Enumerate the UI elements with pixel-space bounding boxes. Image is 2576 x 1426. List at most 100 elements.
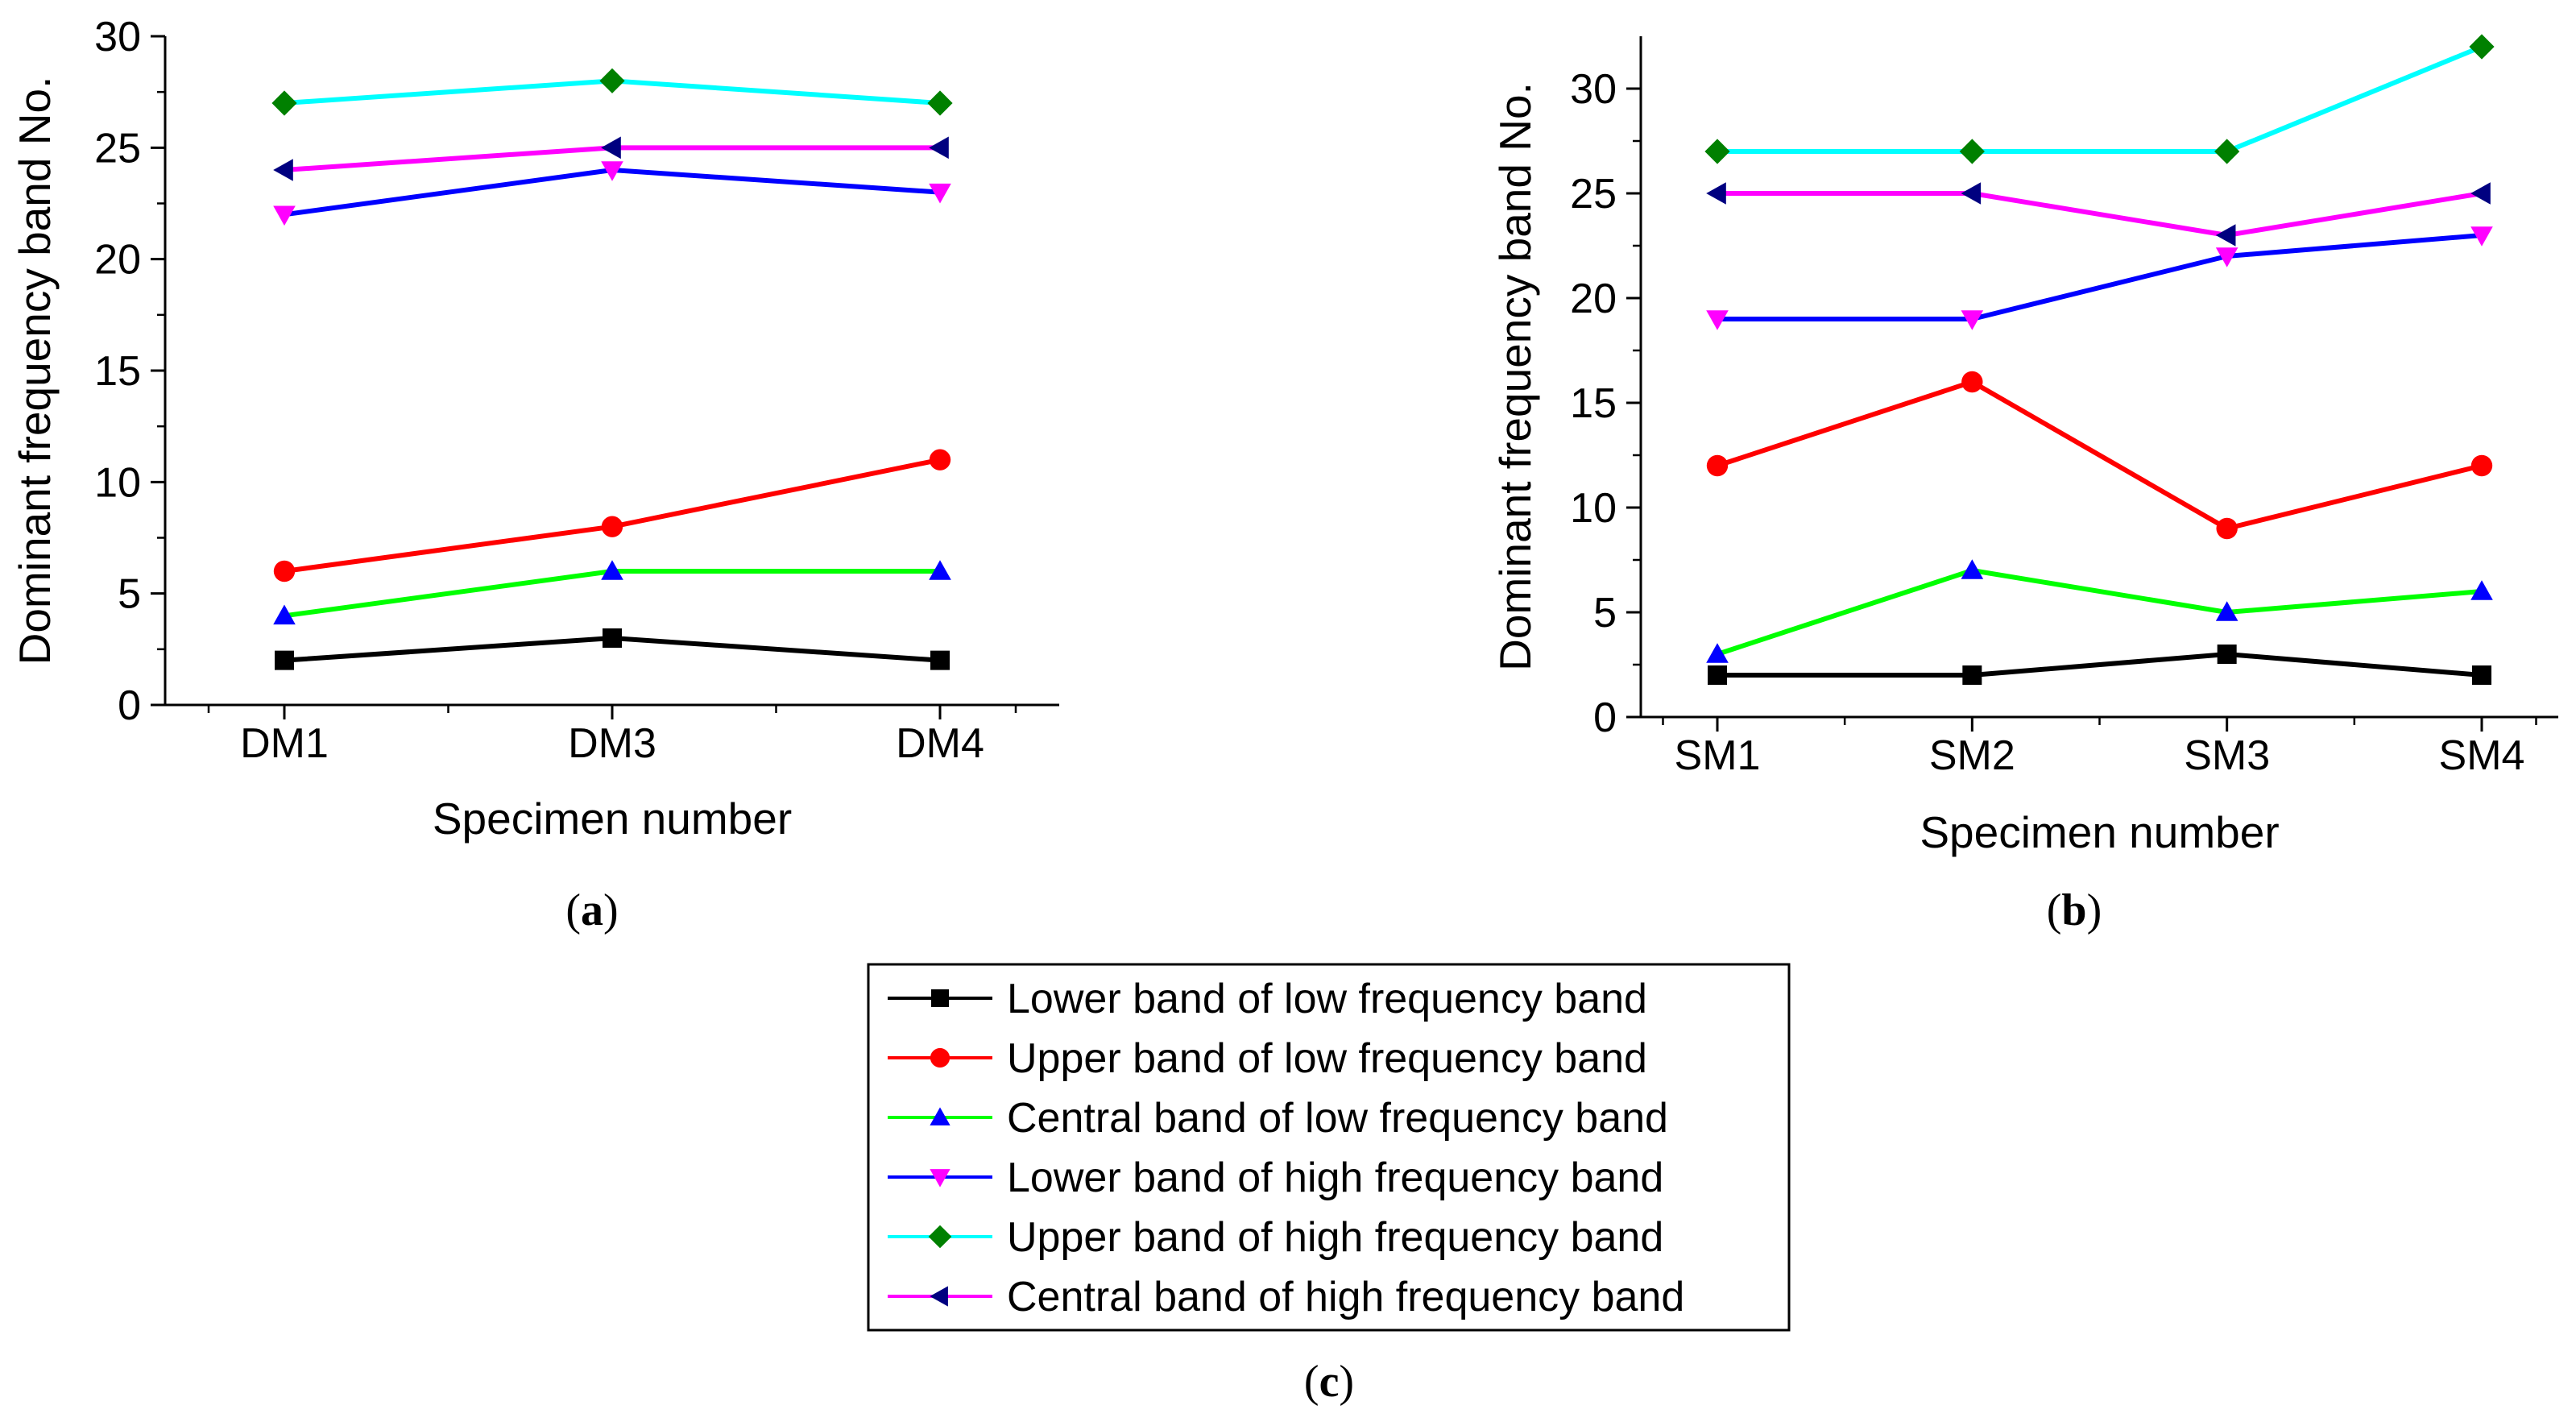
data-point bbox=[929, 183, 951, 204]
data-point bbox=[1704, 139, 1730, 164]
series-3 bbox=[273, 560, 951, 625]
data-point bbox=[2470, 580, 2493, 600]
series-6 bbox=[1706, 182, 2491, 247]
x-tick-label: DM3 bbox=[568, 720, 656, 767]
series-line bbox=[1717, 44, 2483, 154]
data-point bbox=[2472, 665, 2491, 685]
x-axis-title: Specimen number bbox=[1920, 807, 2279, 857]
y-tick-label: 5 bbox=[118, 571, 141, 618]
legend-label: Central band of low frequency band bbox=[1007, 1095, 1668, 1142]
y-tick-label: 15 bbox=[1570, 380, 1617, 427]
data-point bbox=[599, 68, 625, 93]
data-point bbox=[1961, 371, 1983, 393]
y-tick-label: 30 bbox=[1570, 66, 1617, 113]
series-2 bbox=[273, 449, 951, 582]
x-axis-title: Specimen number bbox=[433, 794, 792, 844]
data-point bbox=[271, 90, 297, 116]
x-tick-label: SM3 bbox=[2184, 732, 2270, 779]
legend-label: Central band of high frequency band bbox=[1007, 1274, 1684, 1320]
legend-item: Lower band of high frequency band bbox=[888, 1154, 1663, 1201]
data-point bbox=[273, 604, 296, 625]
panel-caption: (b) bbox=[2047, 885, 2102, 935]
data-point bbox=[1706, 454, 1729, 477]
data-point bbox=[1962, 665, 1982, 685]
legend-marker bbox=[928, 1225, 952, 1249]
series-line bbox=[1717, 568, 2483, 657]
legend-label: Upper band of low frequency band bbox=[1007, 1035, 1647, 1082]
series-line bbox=[1717, 233, 2483, 321]
data-point bbox=[929, 136, 949, 160]
y-axis-title: Dominant frequency band No. bbox=[1490, 82, 1540, 671]
data-point bbox=[1706, 643, 1729, 663]
y-tick-label: 20 bbox=[1570, 276, 1617, 322]
legend-marker bbox=[931, 989, 949, 1007]
data-point bbox=[1961, 310, 1984, 330]
data-point bbox=[1706, 310, 1729, 330]
legend-item: Upper band of high frequency band bbox=[888, 1214, 1663, 1261]
series-line bbox=[1717, 652, 2483, 678]
data-point bbox=[1959, 139, 1985, 164]
data-point bbox=[2214, 139, 2240, 164]
x-tick-label: SM2 bbox=[1929, 732, 2015, 779]
data-point bbox=[927, 90, 953, 116]
x-tick-label: SM1 bbox=[1675, 732, 1761, 779]
series-6 bbox=[273, 136, 949, 181]
series-5 bbox=[271, 68, 953, 116]
series-1 bbox=[275, 628, 950, 670]
y-tick-label: 20 bbox=[94, 237, 141, 284]
data-point bbox=[2470, 454, 2493, 477]
series-4 bbox=[1706, 226, 2493, 330]
x-tick-label: DM1 bbox=[240, 720, 329, 767]
data-point bbox=[1961, 182, 1982, 205]
chart-panel-a: 0 5 10 15 20 25 30 DM1 DM3 DM4 Dominant frequency … bbox=[10, 14, 1059, 935]
data-point bbox=[1961, 559, 1984, 579]
series-line bbox=[284, 457, 941, 574]
legend-item: Central band of low frequency band bbox=[888, 1095, 1668, 1142]
data-point bbox=[2470, 226, 2493, 247]
data-point bbox=[2216, 517, 2238, 540]
data-point bbox=[273, 159, 293, 181]
series-2 bbox=[1706, 371, 2493, 540]
series-5 bbox=[1704, 34, 2495, 164]
legend-item: Upper band of low frequency band bbox=[888, 1035, 1647, 1082]
y-tick-label: 30 bbox=[94, 14, 141, 60]
data-point bbox=[2217, 645, 2237, 664]
data-point bbox=[2469, 34, 2495, 60]
chart-panel-b: 0 5 10 15 20 25 30 SM1 SM2 SM3 SM4 Dominant frequen… bbox=[1490, 34, 2558, 935]
y-tick-label: 0 bbox=[118, 682, 141, 729]
data-point bbox=[601, 516, 623, 537]
legend-box bbox=[867, 963, 1791, 1332]
legend-label: Lower band of high frequency band bbox=[1007, 1154, 1663, 1201]
y-tick-label: 5 bbox=[1593, 590, 1617, 636]
data-point bbox=[601, 560, 623, 580]
data-point bbox=[2215, 247, 2238, 267]
legend-item: Central band of high frequency band bbox=[888, 1274, 1684, 1320]
data-point bbox=[275, 650, 294, 670]
data-point bbox=[929, 560, 951, 580]
legend-caption: (c) bbox=[1304, 1357, 1354, 1407]
y-tick-label: 10 bbox=[1570, 485, 1617, 532]
legend-marker bbox=[930, 1169, 950, 1188]
data-point bbox=[1708, 665, 1727, 685]
data-point bbox=[2215, 601, 2238, 621]
legend-marker bbox=[930, 1286, 948, 1307]
y-axis-title: Dominant frequency band No. bbox=[10, 77, 60, 665]
data-point bbox=[601, 136, 621, 160]
data-point bbox=[2470, 182, 2491, 205]
y-tick-label: 25 bbox=[1570, 171, 1617, 218]
x-tick-label: SM4 bbox=[2439, 732, 2525, 779]
data-point bbox=[273, 560, 296, 582]
data-point bbox=[603, 628, 622, 648]
x-tick-label: DM4 bbox=[896, 720, 984, 767]
data-point bbox=[2215, 224, 2236, 247]
legend-item: Lower band of low frequency band bbox=[888, 976, 1647, 1022]
series-4 bbox=[273, 161, 951, 226]
data-point bbox=[601, 161, 623, 181]
legend: Lower band of low frequency band Upper ba… bbox=[867, 963, 1791, 1407]
y-tick-label: 0 bbox=[1593, 694, 1617, 741]
panel-caption: (a) bbox=[565, 885, 618, 935]
y-tick-label: 10 bbox=[94, 459, 141, 506]
series-line bbox=[1717, 379, 2483, 531]
legend-marker bbox=[930, 1047, 950, 1068]
